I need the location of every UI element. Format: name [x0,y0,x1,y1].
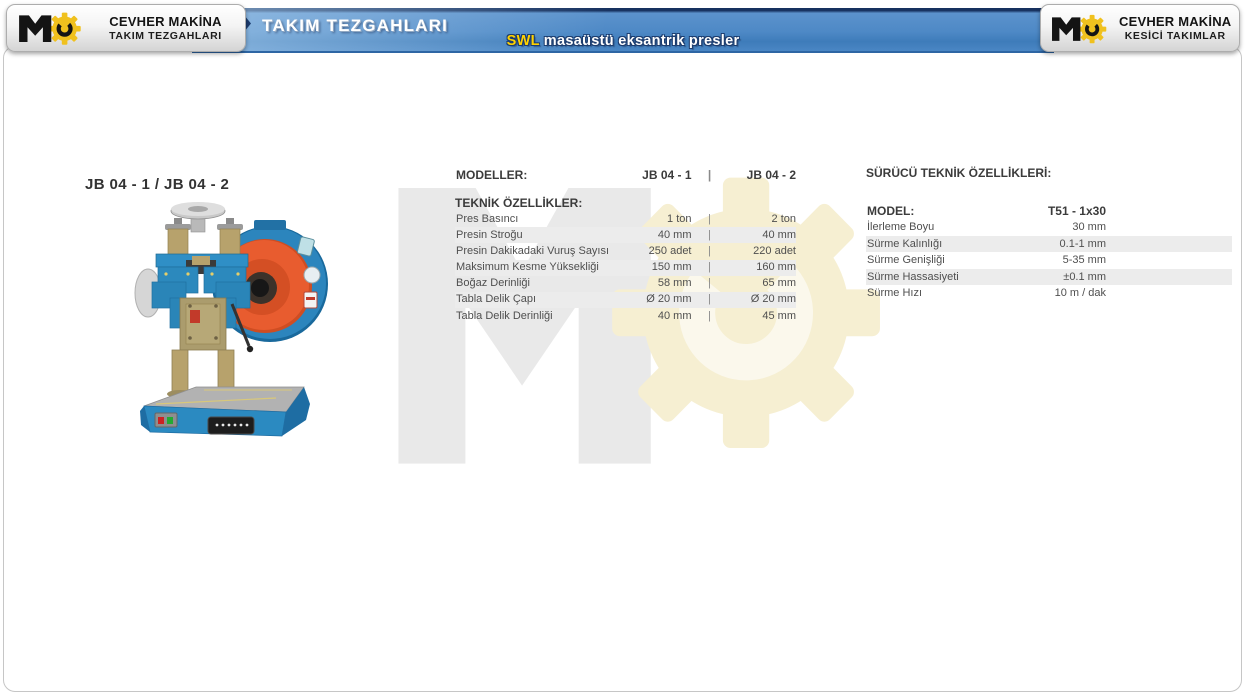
drive-label: İlerleme Boyu [867,221,935,234]
nav-bar: TAKIM TEZGAHLARI SWL masaüstü eksantrik … [192,8,1054,53]
column-separator: | [708,244,711,257]
spec-row: Maksimum Kesme Yüksekliği 150 mm | 160 m… [455,259,796,276]
spec-label: Maksimum Kesme Yüksekliği [456,261,599,274]
column-separator: | [708,261,711,274]
drive-row: Sürme Hızı 10 m / dak [866,285,1232,302]
drive-row: İlerleme Boyu 30 mm [866,219,1232,236]
spec-value-2: Ø 20 mm [750,293,796,306]
column-separator: | [708,212,711,225]
drive-value: ±0.1 mm [1063,270,1106,283]
drive-model-row: MODEL: T51 - 1x30 [866,202,1232,219]
cevher-makina-logo-icon [1050,10,1112,47]
brand-text-left: CEVHER MAKİNA TAKIM TEZGAHLARI [95,14,236,42]
brand-division-right: KESİCİ TAKIMLAR [1124,29,1226,42]
model-1-name: JB 04 - 1 [642,168,692,182]
spec-label: Boğaz Derinliği [456,277,530,290]
drive-model-label: MODEL: [867,203,915,218]
column-separator: | [708,228,711,241]
spec-value-1: 40 mm [657,309,692,322]
press-machine-image [128,198,340,444]
spec-label: Presin Dakikadaki Vuruş Sayısı [456,244,610,257]
column-separator: | [708,277,711,290]
column-separator: | [707,168,712,182]
spec-value-2: 45 mm [762,309,796,322]
spec-value-1: Ø 20 mm [646,293,692,306]
spec-row: Tabla Delik Derinliği 40 mm | 45 mm [455,308,796,324]
column-separator: | [708,309,711,322]
drive-value: 30 mm [1072,221,1106,234]
page-subtitle: SWL masaüstü eksantrik presler [192,33,1054,49]
brand-text-right: CEVHER MAKİNA KESİCİ TAKIMLAR [1119,14,1231,42]
spec-label: Pres Basıncı [456,212,519,225]
spec-label: Tabla Delik Çapı [456,293,537,306]
spec-row: Pres Basıncı 1 ton | 2 ton [455,211,796,227]
spec-value-1: 1 ton [667,212,692,225]
product-title: JB 04 - 1 / JB 04 - 2 [85,176,230,193]
brand-panel-right[interactable]: CEVHER MAKİNA KESİCİ TAKIMLAR [1040,4,1240,52]
spec-row: Presin Stroğu 40 mm | 40 mm [455,227,796,244]
spec-value-2: 2 ton [771,212,796,225]
spec-value-2: 220 adet [753,244,796,257]
drive-model-value: T51 - 1x30 [1047,203,1106,218]
section-label: TEKNİK ÖZELLİKLER: [455,195,583,210]
spec-table: MODELLER: JB 04 - 1 | JB 04 - 2 TEKNİK Ö… [455,166,796,324]
drive-label: Sürme Genişliği [867,254,945,267]
spec-value-1: 150 mm [651,261,692,274]
drive-label: Sürme Kalınlığı [867,237,943,250]
spec-row: Tabla Delik Çapı Ø 20 mm | Ø 20 mm [455,291,796,309]
drive-row: Sürme Genişliği 5-35 mm [866,252,1232,269]
spec-value-1: 250 adet [648,244,692,257]
brand-company-right: CEVHER MAKİNA [1119,13,1232,29]
drive-row: Sürme Kalınlığı 0.1-1 mm [866,235,1232,252]
spec-value-1: 58 mm [657,277,692,290]
spec-value-2: 65 mm [762,277,796,290]
column-separator: | [708,293,711,306]
drive-row: Sürme Hassasiyeti ±0.1 mm [866,268,1232,285]
spec-row: Boğaz Derinliği 58 mm | 65 mm [455,276,796,292]
brand-company-left: CEVHER MAKİNA [109,13,222,29]
spec-value-2: 160 mm [756,261,796,274]
subtitle-rest: masaüstü eksantrik presler [539,33,740,49]
models-label: MODELLER: [456,168,528,182]
subtitle-highlight: SWL [506,33,540,49]
brand-panel-left[interactable]: CEVHER MAKİNA TAKIM TEZGAHLARI [6,4,246,52]
drive-label: Sürme Hassasiyeti [867,270,959,283]
nav-title: TAKIM TEZGAHLARI [262,16,449,35]
drive-table-title: SÜRÜCÜ TEKNİK ÖZELLİKLERİ: [866,166,1052,180]
cevher-makina-logo-icon [16,7,88,49]
drive-label: Sürme Hızı [867,287,923,300]
drive-value: 0.1-1 mm [1059,237,1106,250]
spec-label: Tabla Delik Derinliği [456,309,553,322]
spec-label: Presin Stroğu [456,228,523,241]
models-header-row: MODELLER: JB 04 - 1 | JB 04 - 2 [455,166,796,184]
spec-row: Presin Dakikadaki Vuruş Sayısı 250 adet … [455,243,796,259]
drive-table: SÜRÜCÜ TEKNİK ÖZELLİKLERİ: MODEL: T51 - … [866,166,1232,302]
drive-value: 10 m / dak [1054,287,1106,300]
drive-value: 5-35 mm [1062,254,1106,267]
spec-value-1: 40 mm [657,228,692,241]
spec-value-2: 40 mm [762,228,796,241]
model-2-name: JB 04 - 2 [746,168,796,182]
brand-division-left: TAKIM TEZGAHLARI [109,29,222,42]
